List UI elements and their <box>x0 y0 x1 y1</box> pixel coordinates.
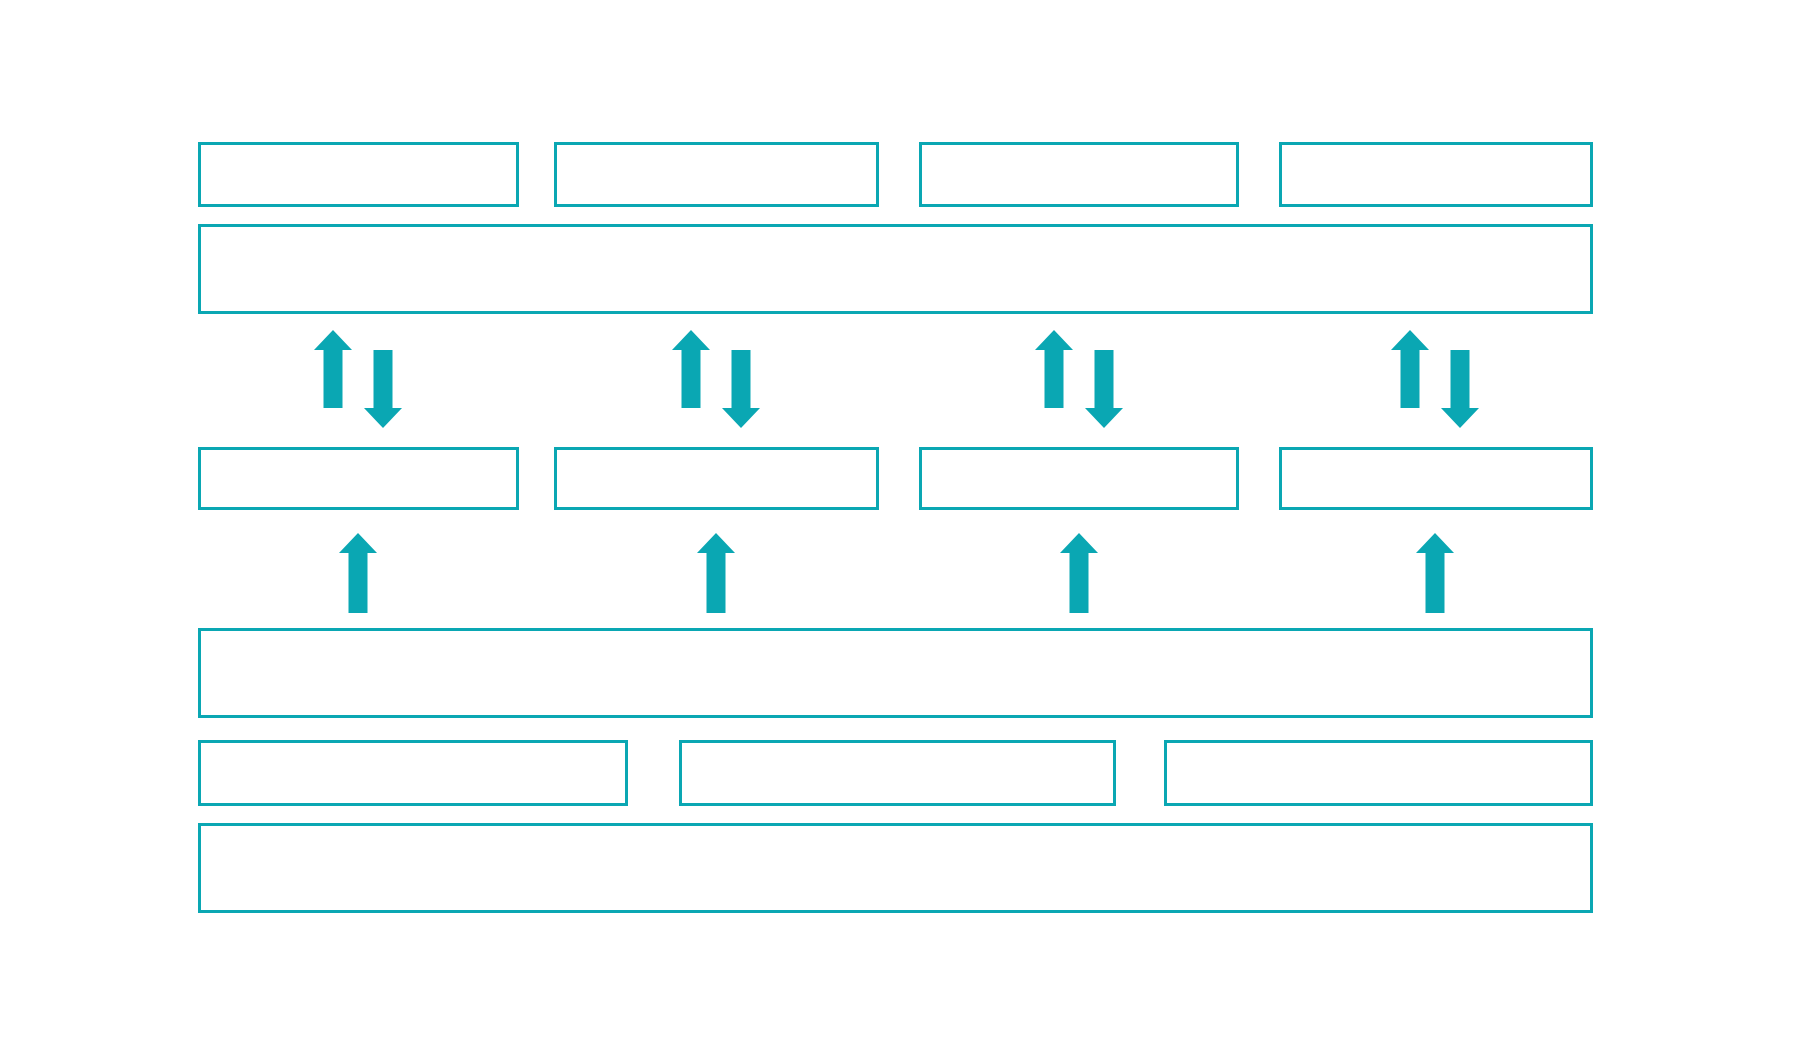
down-arrow-icon <box>364 350 402 428</box>
updown-arrow-pair-4 <box>1391 330 1489 428</box>
up-arrow-icon <box>1035 330 1073 408</box>
up-arrow-icon <box>1060 533 1098 613</box>
upper-band <box>198 224 1593 314</box>
top-row-box-3 <box>919 142 1239 207</box>
up-arrow-icon <box>339 533 377 613</box>
top-row-box-1 <box>198 142 519 207</box>
bottom-row-box-1 <box>198 740 628 806</box>
up-arrow-icon <box>314 330 352 408</box>
bottom-row-box-2 <box>679 740 1116 806</box>
top-row-box-4 <box>1279 142 1593 207</box>
up-arrow-icon <box>1391 330 1429 408</box>
up-arrow-icon <box>672 330 710 408</box>
base-band <box>198 823 1593 913</box>
top-row-box-2 <box>554 142 879 207</box>
updown-arrow-pair-3 <box>1035 330 1133 428</box>
up-arrow-icon <box>697 533 735 613</box>
middle-row-box-1 <box>198 447 519 510</box>
up-arrow-icon <box>1416 533 1454 613</box>
down-arrow-icon <box>722 350 760 428</box>
bottom-row-box-3 <box>1164 740 1593 806</box>
middle-row-box-4 <box>1279 447 1593 510</box>
middle-row-box-2 <box>554 447 879 510</box>
lower-band <box>198 628 1593 718</box>
middle-row-box-3 <box>919 447 1239 510</box>
down-arrow-icon <box>1441 350 1479 428</box>
updown-arrow-pair-2 <box>672 330 770 428</box>
down-arrow-icon <box>1085 350 1123 428</box>
updown-arrow-pair-1 <box>314 330 412 428</box>
